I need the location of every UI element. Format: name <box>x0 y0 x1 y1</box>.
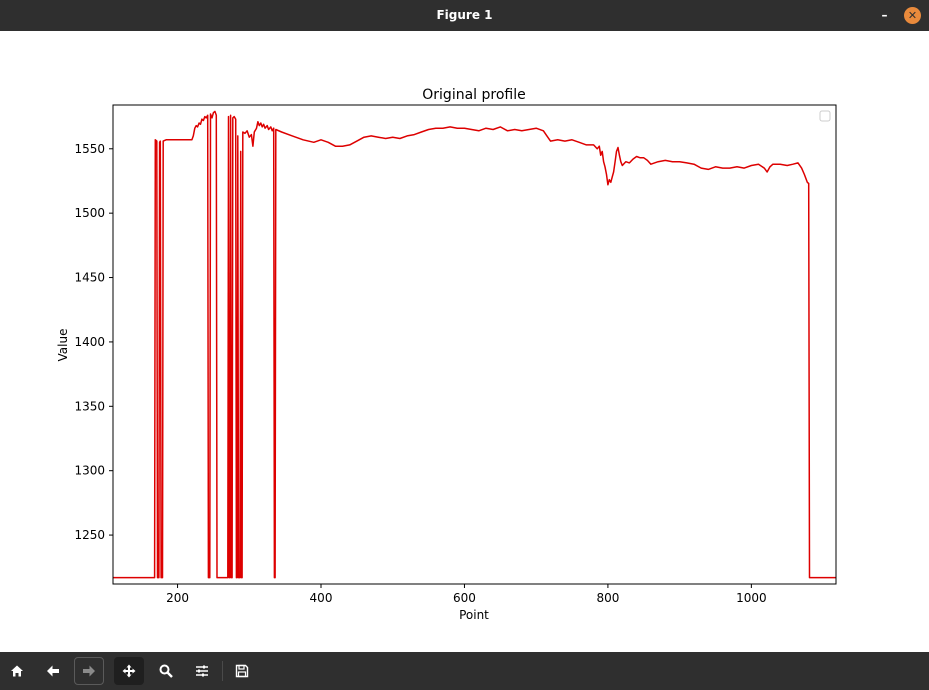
move-icon <box>122 664 136 678</box>
y-tick-label: 1250 <box>74 528 105 542</box>
minimize-button[interactable]: – <box>876 7 893 24</box>
x-tick-label: 800 <box>596 591 619 605</box>
minimize-icon: – <box>881 8 888 22</box>
floppy-disk-icon <box>235 664 249 678</box>
navigation-toolbar <box>0 652 929 690</box>
figure-canvas[interactable]: Original profile 200 400 600 800 1000 1250 13… <box>0 31 929 652</box>
arrow-right-icon <box>83 665 95 677</box>
x-axis-label: Point <box>459 608 489 622</box>
line-chart: Original profile 200 400 600 800 1000 1250 13… <box>56 87 837 622</box>
zoom-button[interactable] <box>152 657 180 685</box>
y-tick-label: 1500 <box>74 206 105 220</box>
x-tick-label: 600 <box>453 591 476 605</box>
legend-box <box>819 110 831 122</box>
x-tick-label: 1000 <box>736 591 767 605</box>
forward-button[interactable] <box>74 657 104 685</box>
sliders-icon <box>196 665 208 677</box>
pan-button[interactable] <box>114 657 144 685</box>
close-icon: ✕ <box>907 9 918 22</box>
plot-frame <box>112 104 837 585</box>
y-axis-label: Value <box>56 329 70 362</box>
window-titlebar: Figure 1 – ✕ <box>0 0 929 31</box>
y-tick-label: 1400 <box>74 335 105 349</box>
y-tick-label: 1550 <box>74 142 105 156</box>
arrow-left-icon <box>47 665 59 677</box>
save-button[interactable] <box>228 657 256 685</box>
close-button[interactable]: ✕ <box>904 7 921 24</box>
toolbar-separator <box>222 661 223 681</box>
home-button[interactable] <box>3 657 31 685</box>
window-title: Figure 1 <box>436 8 493 22</box>
back-button[interactable] <box>39 657 67 685</box>
x-tick-label: 400 <box>310 591 333 605</box>
chart-title: Original profile <box>422 87 525 103</box>
y-tick-label: 1450 <box>74 271 105 285</box>
configure-button[interactable] <box>188 657 216 685</box>
y-tick-label: 1350 <box>74 399 105 413</box>
y-tick-label: 1300 <box>74 464 105 478</box>
x-tick-label: 200 <box>166 591 189 605</box>
home-icon <box>11 665 23 677</box>
series-line-0 <box>113 110 836 579</box>
magnifier-icon <box>159 664 173 678</box>
